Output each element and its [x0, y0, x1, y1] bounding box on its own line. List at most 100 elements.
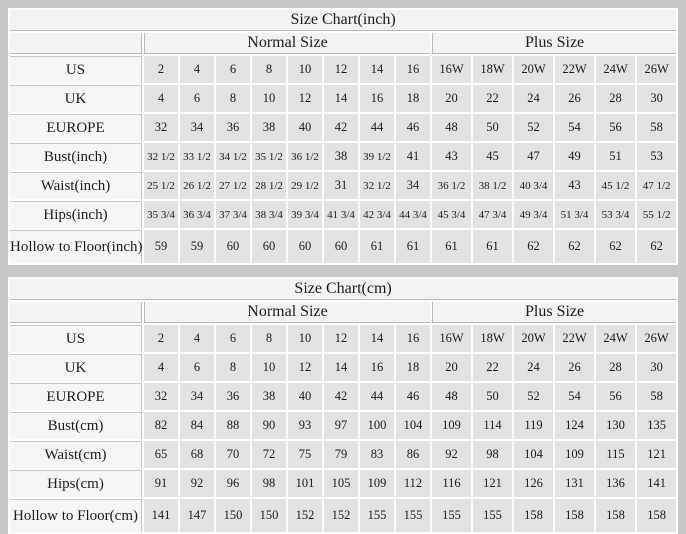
size-cell: 12	[288, 85, 322, 112]
size-cell: 97	[324, 412, 358, 439]
row-label: Hollow to Floor(cm)	[10, 499, 142, 532]
size-cell: 59	[144, 230, 178, 263]
plus-size-header: Plus Size	[432, 33, 677, 54]
size-cell: 31	[324, 172, 358, 199]
size-cell: 75	[288, 441, 322, 468]
size-cell: 65	[144, 441, 178, 468]
size-cell: 32	[144, 383, 178, 410]
size-cell: 22	[473, 354, 512, 381]
size-cell: 155	[360, 499, 394, 532]
size-cell: 56	[596, 114, 635, 141]
normal-size-header: Normal Size	[144, 33, 430, 54]
size-cell: 96	[216, 470, 250, 497]
size-cell: 47 3/4	[473, 201, 512, 228]
size-cell: 8	[216, 354, 250, 381]
size-cell: 44	[360, 114, 394, 141]
size-cell: 26	[555, 85, 594, 112]
size-cell: 62	[596, 230, 635, 263]
row-label: UK	[10, 85, 142, 112]
size-cell: 12	[288, 354, 322, 381]
size-cell: 104	[514, 441, 553, 468]
plus-size-header: Plus Size	[432, 302, 677, 323]
size-cell: 38 1/2	[473, 172, 512, 199]
row-label: EUROPE	[10, 114, 142, 141]
size-cell: 37 3/4	[216, 201, 250, 228]
row-label: Bust(cm)	[10, 412, 142, 439]
size-cell: 28	[596, 85, 635, 112]
size-cell: 130	[596, 412, 635, 439]
size-cell: 27 1/2	[216, 172, 250, 199]
row-label: Hips(inch)	[10, 201, 142, 228]
table-row: US 2 4 6 8 10 12 14 16 16W 18W 20W 22W 24W 26W	[10, 56, 677, 83]
size-cell: 50	[473, 114, 512, 141]
table-body: US 2 4 6 8 10 12 14 16 16W 18W 20W 22W 24W 26W UK 4 6 8 10 1…	[10, 325, 677, 532]
size-cell: 6	[180, 354, 214, 381]
table-row: Hips(inch) 35 3/4 36 3/4 37 3/4 38 3/4 39 3/4…	[10, 201, 677, 228]
size-cell: 46	[396, 114, 430, 141]
table-row: Bust(inch) 32 1/2 33 1/2 34 1/2 35 1/2 36 1/2…	[10, 143, 677, 170]
size-cell: 152	[288, 499, 322, 532]
size-cell: 141	[637, 470, 677, 497]
size-cell: 72	[252, 441, 286, 468]
size-cell: 51 3/4	[555, 201, 594, 228]
size-cell: 12	[324, 56, 358, 83]
size-cell: 49	[555, 143, 594, 170]
size-cell: 41	[396, 143, 430, 170]
table-row: UK 4 6 8 10 12 14 16 18 20 22 24 26 28 30	[10, 354, 677, 381]
size-cell: 40	[288, 114, 322, 141]
size-cell: 16W	[432, 325, 471, 352]
size-cell: 91	[144, 470, 178, 497]
size-cell: 26	[555, 354, 594, 381]
size-cell: 39 1/2	[360, 143, 394, 170]
size-cell: 36 3/4	[180, 201, 214, 228]
size-cell: 150	[252, 499, 286, 532]
size-cell: 155	[432, 499, 471, 532]
size-cell: 16	[396, 325, 430, 352]
size-cell: 25 1/2	[144, 172, 178, 199]
size-cell: 16W	[432, 56, 471, 83]
size-cell: 158	[596, 499, 635, 532]
size-cell: 61	[360, 230, 394, 263]
size-cell: 53 3/4	[596, 201, 635, 228]
size-chart-inch-table: Size Chart(inch) Normal Size Plus Size U…	[8, 8, 679, 265]
size-cell: 124	[555, 412, 594, 439]
size-cell: 36 1/2	[288, 143, 322, 170]
row-label: US	[10, 325, 142, 352]
size-cell: 34	[180, 383, 214, 410]
size-cell: 20W	[514, 325, 553, 352]
size-cell: 41 3/4	[324, 201, 358, 228]
row-label: Waist(inch)	[10, 172, 142, 199]
table-row: Bust(cm) 82 84 88 90 93 97 100 104 109 114 119 124 13…	[10, 412, 677, 439]
size-cell: 98	[252, 470, 286, 497]
size-cell: 61	[432, 230, 471, 263]
size-cell: 42	[324, 114, 358, 141]
size-cell: 101	[288, 470, 322, 497]
size-cell: 45 3/4	[432, 201, 471, 228]
size-cell: 141	[144, 499, 178, 532]
size-cell: 28	[596, 354, 635, 381]
size-cell: 43	[555, 172, 594, 199]
size-cell: 22W	[555, 56, 594, 83]
table-body: US 2 4 6 8 10 12 14 16 16W 18W 20W 22W 24W 26W UK 4 6 8 10 1…	[10, 56, 677, 263]
size-cell: 84	[180, 412, 214, 439]
size-cell: 12	[324, 325, 358, 352]
size-cell: 10	[252, 354, 286, 381]
row-label: UK	[10, 354, 142, 381]
size-cell: 158	[637, 499, 677, 532]
size-cell: 136	[596, 470, 635, 497]
size-cell: 32	[144, 114, 178, 141]
size-cell: 45	[473, 143, 512, 170]
size-cell: 109	[432, 412, 471, 439]
size-cell: 24W	[596, 56, 635, 83]
size-cell: 34 1/2	[216, 143, 250, 170]
normal-size-header: Normal Size	[144, 302, 430, 323]
size-cell: 70	[216, 441, 250, 468]
size-cell: 24W	[596, 325, 635, 352]
size-cell: 10	[288, 56, 322, 83]
size-cell: 116	[432, 470, 471, 497]
size-cell: 16	[360, 85, 394, 112]
table-row: Hollow to Floor(inch) 59 59 60 60 60 60 61 61 61 6…	[10, 230, 677, 263]
size-cell: 115	[596, 441, 635, 468]
row-label: US	[10, 56, 142, 83]
